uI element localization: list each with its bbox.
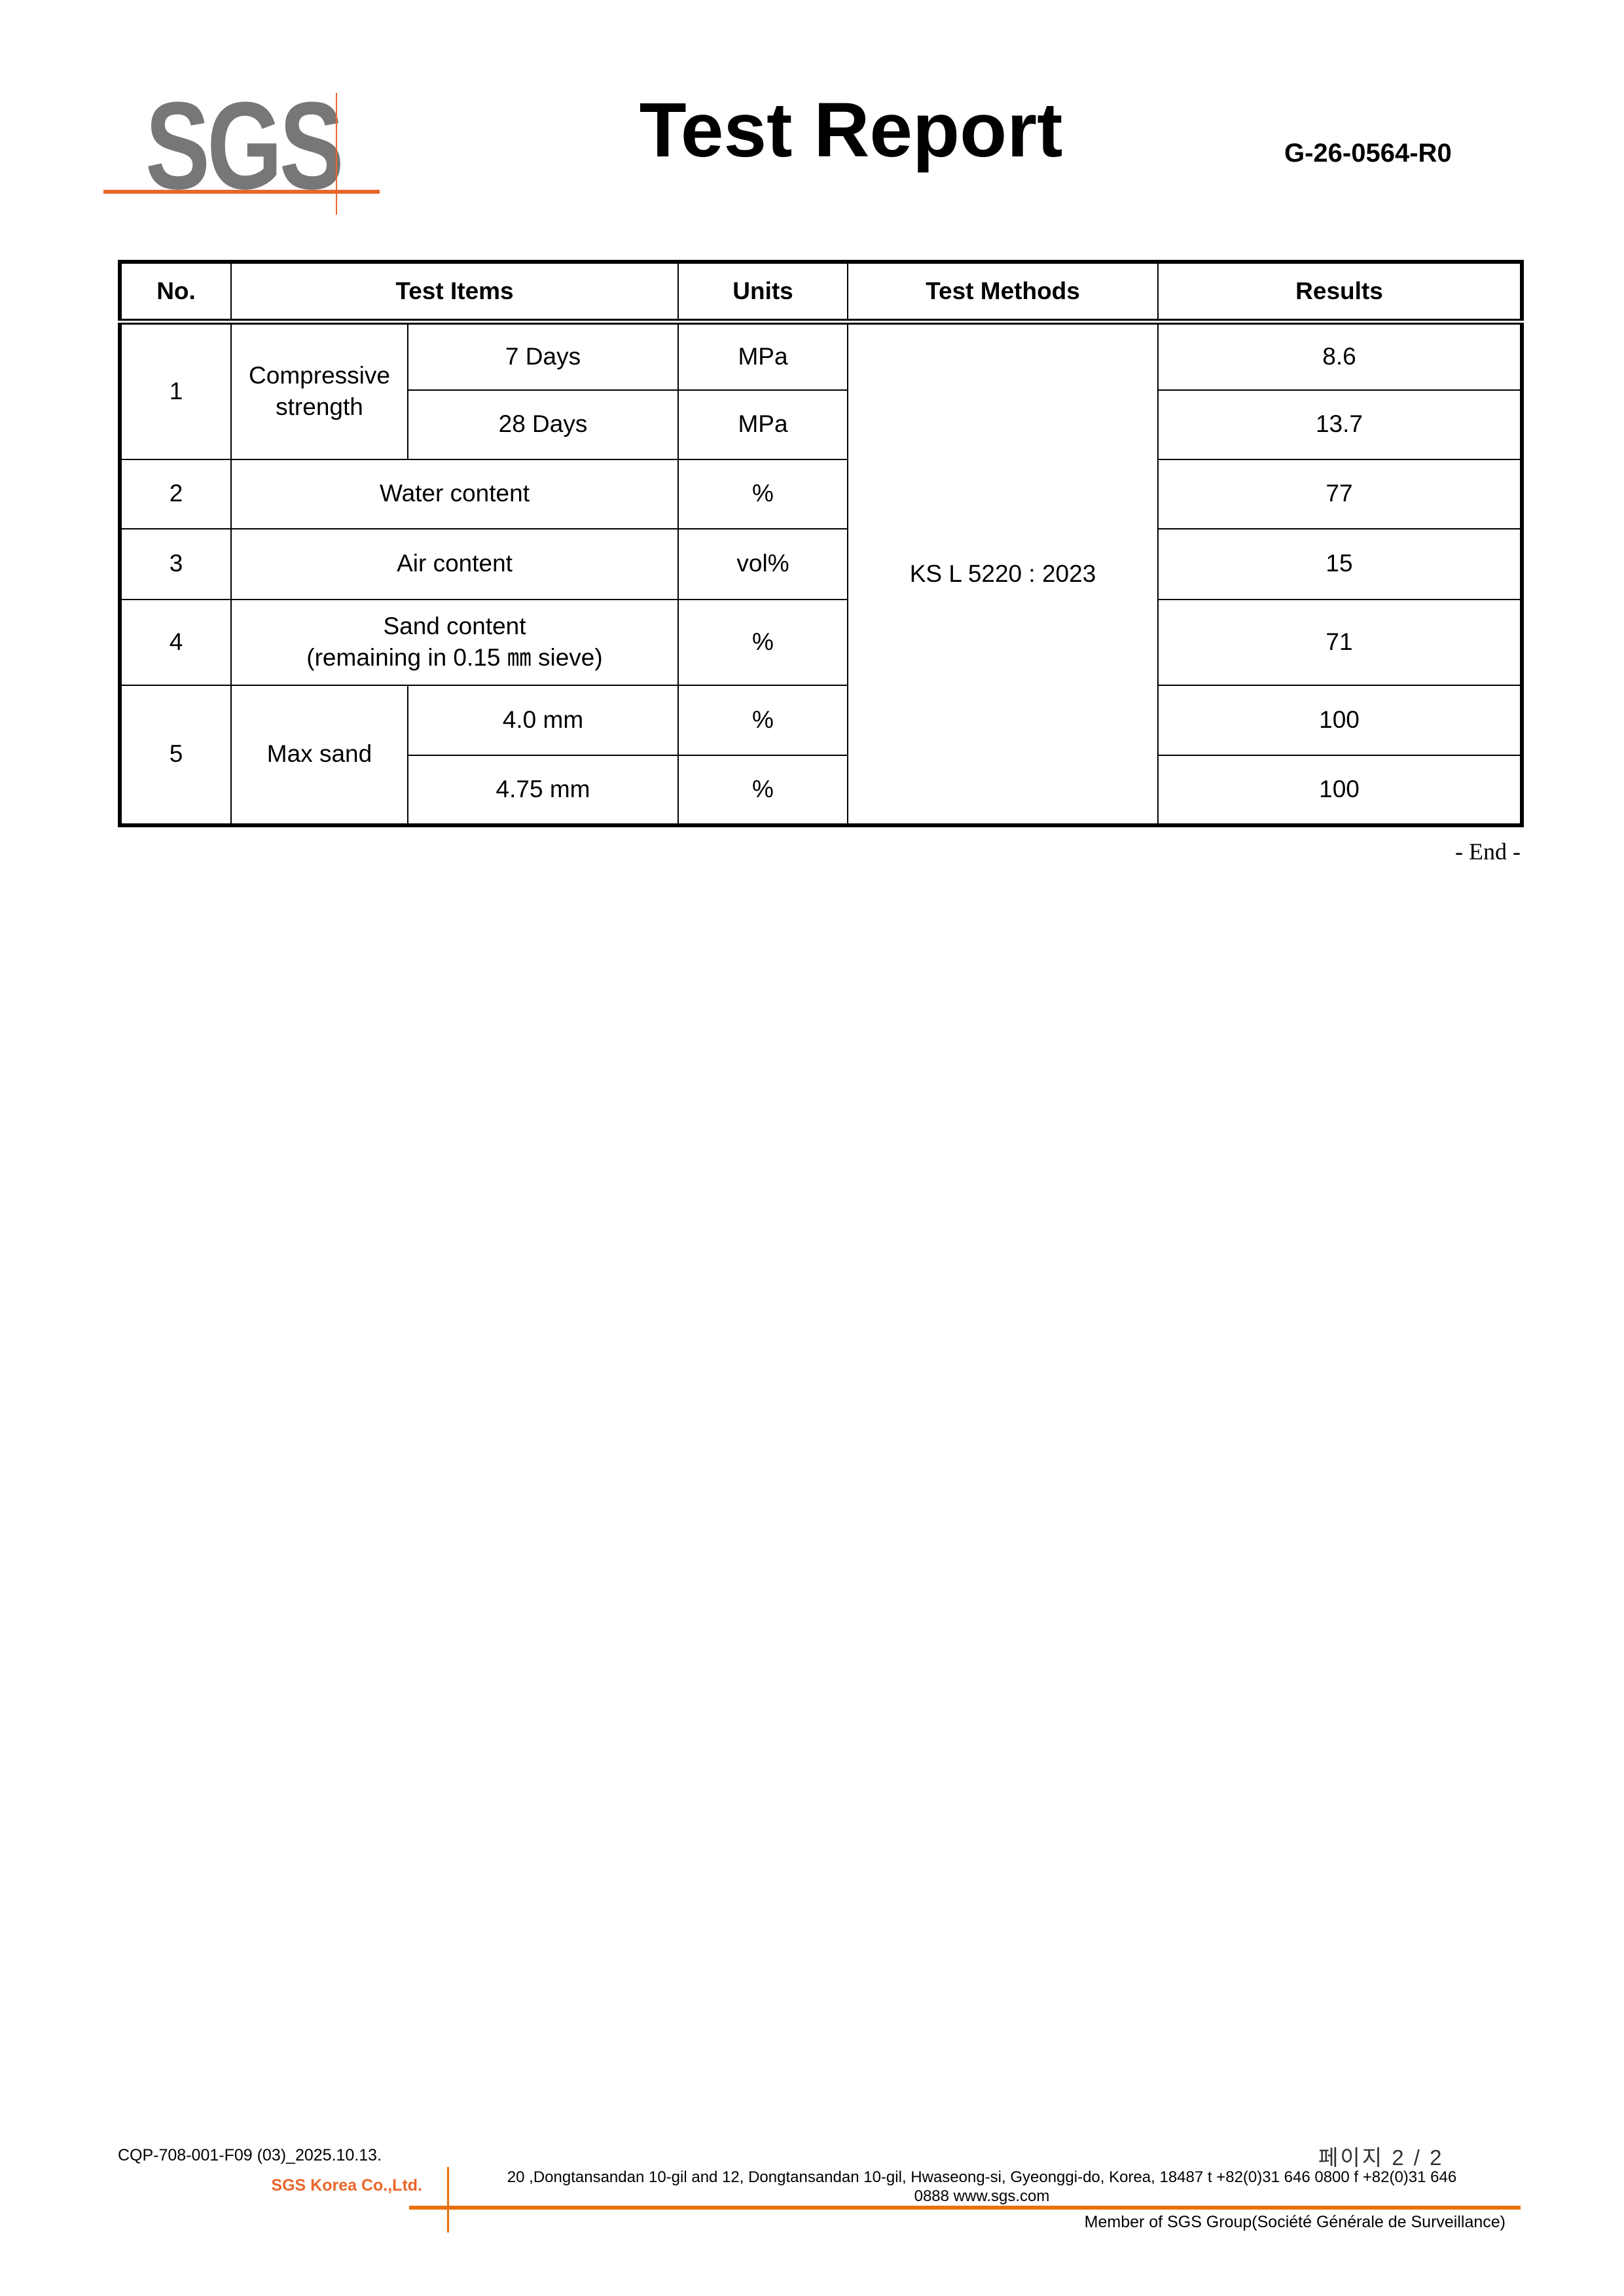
results-table: No. Test Items Units Test Methods Result… (118, 260, 1524, 827)
cell-result: 71 (1157, 598, 1523, 686)
cell-no: 5 (119, 684, 232, 826)
table-header: No. Test Items Units Test Methods Result… (119, 261, 1523, 325)
table-row: 5 Max sand 4.0 mm % 100 (119, 684, 1523, 826)
table-row: 4 Sand content (remaining in 0.15 ㎜ sieve… (119, 598, 1523, 686)
cell-result: 13.7 (1157, 389, 1523, 460)
cell-result: 100 (1157, 754, 1523, 826)
table-row: 28 Days MPa 13.7 (120, 389, 1523, 460)
header-results: Results (1157, 261, 1523, 325)
cell-item: Air content (230, 528, 679, 600)
cell-item: Sand content (remaining in 0.15 ㎜ sieve) (230, 598, 679, 686)
page-number: 페이지 2 / 2 (1318, 2145, 1444, 2170)
table-row: 2 Water content % 77 (119, 458, 1523, 529)
logo-vertical-line (336, 93, 337, 215)
address-line: 0888 www.sgs.com (914, 2187, 1050, 2205)
report-number: G-26-0564-R0 (1284, 139, 1452, 168)
cell-no: 1 (119, 321, 232, 460)
cell-result: 15 (1157, 528, 1523, 600)
item-line: Sand content (383, 612, 526, 639)
company-address: 20 ,Dongtansandan 10-gil and 12, Dongtan… (458, 2168, 1506, 2206)
cell-unit: MPa (677, 389, 848, 460)
footer-vertical-line (447, 2167, 449, 2233)
cell-no: 4 (119, 598, 232, 686)
item-line: (remaining in 0.15 ㎜ sieve) (306, 644, 603, 671)
cell-result: 8.6 (1157, 321, 1523, 391)
end-mark: - End - (1455, 838, 1521, 865)
form-code: CQP-708-001-F09 (03)_2025.10.13. (118, 2146, 382, 2164)
footer-divider (409, 2206, 1521, 2210)
cell-unit: MPa (677, 321, 848, 391)
logo-underline (103, 190, 380, 194)
address-line: 20 ,Dongtansandan 10-gil and 12, Dongtan… (507, 2168, 1457, 2186)
table-row: 4.75 mm % 100 (120, 754, 1523, 826)
cell-method: KS L 5220 : 2023 (847, 321, 1159, 826)
cell-subitem: 28 Days (407, 389, 679, 460)
cell-item: Water content (230, 458, 679, 529)
table-row: 3 Air content vol% 15 (119, 528, 1523, 600)
cell-result: 77 (1157, 458, 1523, 529)
header-test-items: Test Items (230, 261, 679, 325)
header-test-methods: Test Methods (847, 261, 1159, 325)
cell-item: Max sand (230, 684, 408, 826)
cell-unit: % (677, 458, 848, 529)
cell-result: 100 (1157, 684, 1523, 756)
cell-subitem: 4.0 mm (407, 684, 679, 756)
cell-subitem: 7 Days (407, 321, 679, 391)
sgs-logo: SGS (145, 77, 344, 215)
header-units: Units (677, 261, 848, 325)
cell-unit: vol% (677, 528, 848, 600)
cell-item: Compressive strength (230, 321, 408, 460)
page-title: Test Report (639, 87, 1063, 173)
header-no: No. (119, 261, 232, 325)
member-statement: Member of SGS Group(Société Générale de … (1084, 2213, 1506, 2231)
cell-no: 2 (119, 458, 232, 529)
cell-unit: % (677, 754, 848, 826)
company-name: SGS Korea Co.,Ltd. (271, 2176, 422, 2195)
cell-unit: % (677, 684, 848, 756)
table-row: 1 Compressive strength 7 Days MPa KS L 5… (119, 321, 1523, 826)
cell-unit: % (677, 598, 848, 686)
cell-subitem: 4.75 mm (407, 754, 679, 826)
cell-no: 3 (119, 528, 232, 600)
